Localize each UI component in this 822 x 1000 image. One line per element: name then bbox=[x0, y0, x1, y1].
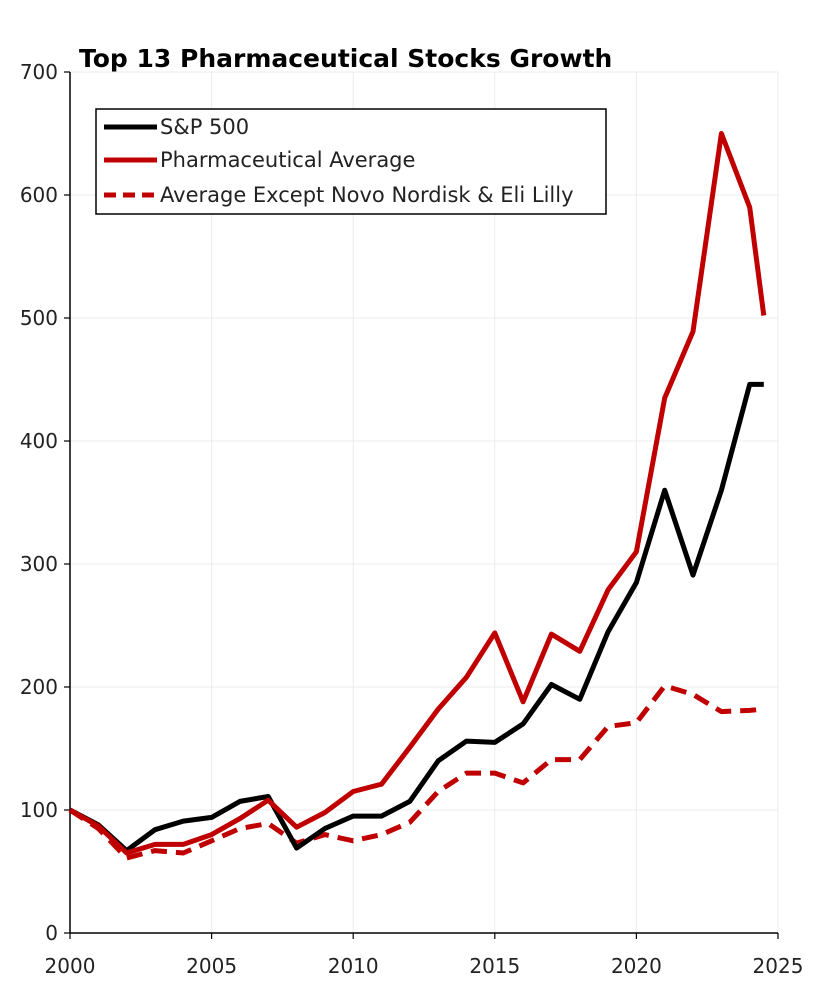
legend-label-0: S&P 500 bbox=[160, 115, 249, 139]
x-tick-label: 2015 bbox=[469, 954, 520, 978]
axes bbox=[64, 71, 779, 939]
y-tick-label: 100 bbox=[20, 798, 58, 822]
y-tick-label: 200 bbox=[20, 675, 58, 699]
x-tick-label: 2020 bbox=[611, 954, 662, 978]
legend-label-2: Average Except Novo Nordisk & Eli Lilly bbox=[160, 183, 574, 207]
x-tick-label: 2025 bbox=[753, 954, 804, 978]
x-tick-labels: 2000 2005 2010 2015 2020 2025 bbox=[45, 954, 804, 978]
series-line-1 bbox=[68, 131, 767, 856]
series-line-2 bbox=[68, 683, 765, 861]
y-tick-labels: 0 100 200 300 400 500 600 700 bbox=[20, 60, 58, 945]
chart-title: Top 13 Pharmaceutical Stocks Growth bbox=[79, 44, 612, 73]
legend: S&P 500 Pharmaceutical Average Average Exc… bbox=[95, 108, 607, 215]
legend-box bbox=[95, 108, 607, 215]
series-line-0 bbox=[68, 381, 764, 854]
y-tick-label: 500 bbox=[20, 306, 58, 330]
legend-items: S&P 500 Pharmaceutical Average Average Exc… bbox=[104, 115, 574, 207]
x-tick-label: 2000 bbox=[45, 954, 96, 978]
x-tick-label: 2005 bbox=[186, 954, 237, 978]
series-lines bbox=[68, 131, 767, 861]
x-tick-label: 2010 bbox=[328, 954, 379, 978]
y-tick-label: 700 bbox=[20, 60, 58, 84]
y-tick-label: 0 bbox=[45, 921, 58, 945]
y-tick-label: 300 bbox=[20, 552, 58, 576]
legend-label-1: Pharmaceutical Average bbox=[160, 148, 415, 172]
y-tick-label: 600 bbox=[20, 183, 58, 207]
y-tick-label: 400 bbox=[20, 429, 58, 453]
